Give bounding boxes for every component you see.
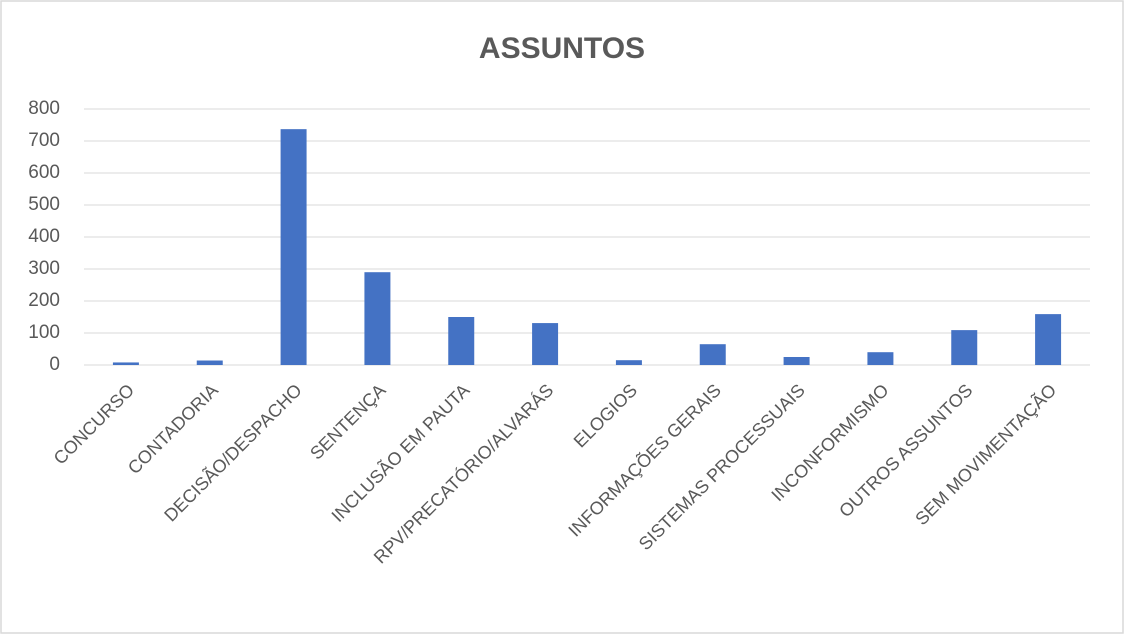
bar [280,129,307,365]
bar [112,362,139,365]
y-tick-label: 500 [28,194,60,215]
y-tick-label: 100 [28,322,60,343]
bar [1035,314,1062,365]
bar [783,357,810,365]
bar [448,317,475,365]
y-tick-label: 0 [49,354,60,375]
bar [364,272,391,365]
bar [532,323,559,365]
y-tick-label: 600 [28,162,60,183]
bar [615,360,642,365]
bar [699,344,726,365]
chart-title: ASSUNTOS [479,32,645,65]
bar [196,360,223,365]
y-tick-label: 700 [28,130,60,151]
bar [951,330,978,365]
bar [867,352,894,365]
y-tick-label: 400 [28,226,60,247]
y-tick-label: 800 [28,98,60,119]
y-tick-label: 300 [28,258,60,279]
y-tick-label: 200 [28,290,60,311]
